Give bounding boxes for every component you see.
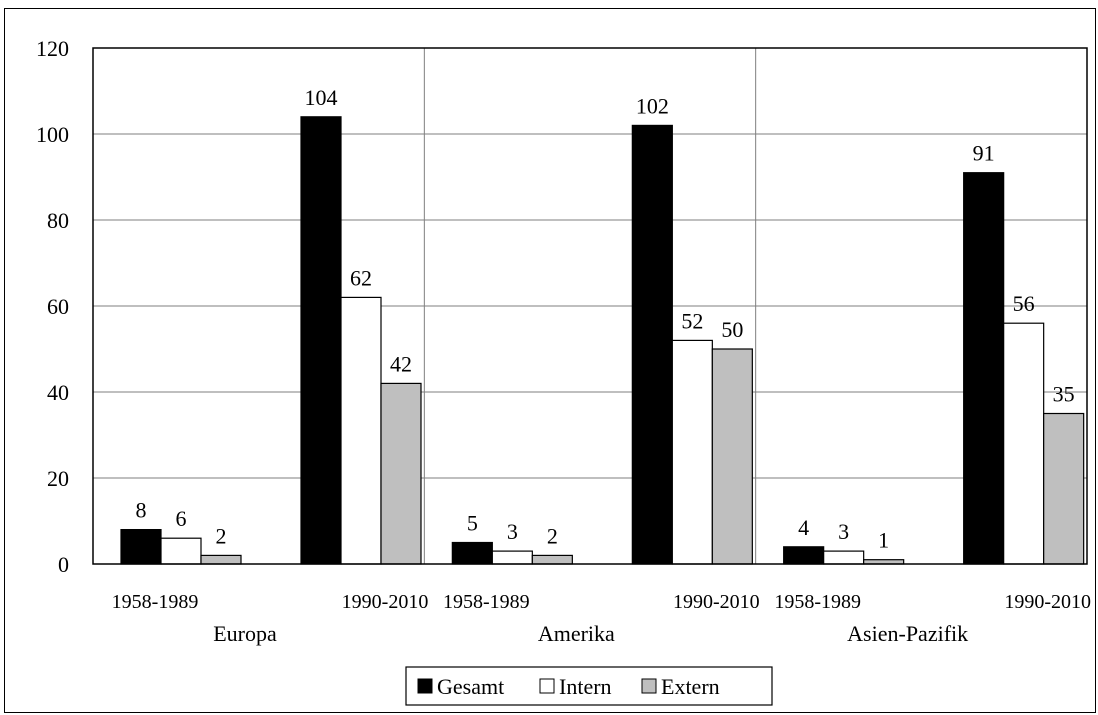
- bar-value-label: 42: [390, 351, 412, 376]
- bar-value-label: 50: [721, 317, 743, 342]
- legend-swatch-gesamt: [417, 678, 433, 694]
- bar-value-label: 6: [176, 506, 187, 531]
- x-group-label: Amerika: [538, 621, 615, 646]
- bar-extern: [531, 554, 573, 565]
- legend-box: [405, 666, 773, 706]
- x-group-label: Asien-Pazifik: [847, 621, 968, 646]
- y-tick-label: 120: [36, 36, 69, 61]
- bar-value-label: 104: [305, 85, 338, 110]
- bar-value-label: 35: [1053, 382, 1075, 407]
- bar-intern: [340, 296, 382, 565]
- bar-extern: [1043, 412, 1085, 565]
- bar-value-label: 56: [1013, 291, 1035, 316]
- x-period-label: 1990-2010: [1004, 591, 1091, 613]
- y-tick-label: 80: [47, 208, 69, 233]
- x-group-label: Europa: [213, 621, 277, 646]
- bar-gesamt: [963, 172, 1005, 565]
- bar-value-label: 2: [216, 523, 227, 548]
- bar-intern: [671, 339, 713, 565]
- plot-area-border: [92, 47, 1088, 565]
- bar-value-label: 2: [547, 523, 558, 548]
- y-tick-label: 20: [47, 466, 69, 491]
- bar-gesamt: [783, 546, 825, 565]
- y-tick-label: 40: [47, 380, 69, 405]
- legend-label: Intern: [559, 674, 612, 699]
- bar-value-label: 102: [636, 93, 669, 118]
- bar-extern: [200, 554, 242, 565]
- bar-value-label: 62: [350, 265, 372, 290]
- bar-value-label: 52: [681, 308, 703, 333]
- x-period-label: 1958-1989: [112, 591, 199, 613]
- bar-extern: [711, 348, 753, 565]
- legend-swatch-intern: [539, 678, 555, 694]
- bar-value-label: 3: [507, 519, 518, 544]
- bar-gesamt: [300, 116, 342, 565]
- legend-label: Gesamt: [437, 674, 504, 699]
- x-period-label: 1990-2010: [342, 591, 429, 613]
- bar-extern: [380, 382, 422, 565]
- legend-swatch-extern: [641, 678, 657, 694]
- legend-label: Extern: [661, 674, 720, 699]
- bar-value-label: 8: [136, 498, 147, 523]
- bar-value-label: 5: [467, 511, 478, 536]
- bar-value-label: 1: [878, 528, 889, 553]
- bar-intern: [160, 537, 202, 565]
- bar-gesamt: [451, 541, 493, 565]
- y-tick-label: 100: [36, 122, 69, 147]
- y-tick-label: 60: [47, 294, 69, 319]
- y-tick-label: 0: [58, 552, 69, 577]
- bar-gesamt: [631, 124, 673, 565]
- bar-intern: [1003, 322, 1045, 565]
- bar-gesamt: [120, 528, 162, 565]
- x-period-label: 1958-1989: [774, 591, 861, 613]
- bar-value-label: 91: [973, 141, 995, 166]
- bar-value-label: 4: [798, 515, 809, 540]
- bar-intern: [823, 550, 865, 565]
- bar-value-label: 3: [838, 519, 849, 544]
- bar-intern: [491, 550, 533, 565]
- chart-frame: [4, 8, 1096, 713]
- x-period-label: 1958-1989: [443, 591, 530, 613]
- x-period-label: 1990-2010: [673, 591, 760, 613]
